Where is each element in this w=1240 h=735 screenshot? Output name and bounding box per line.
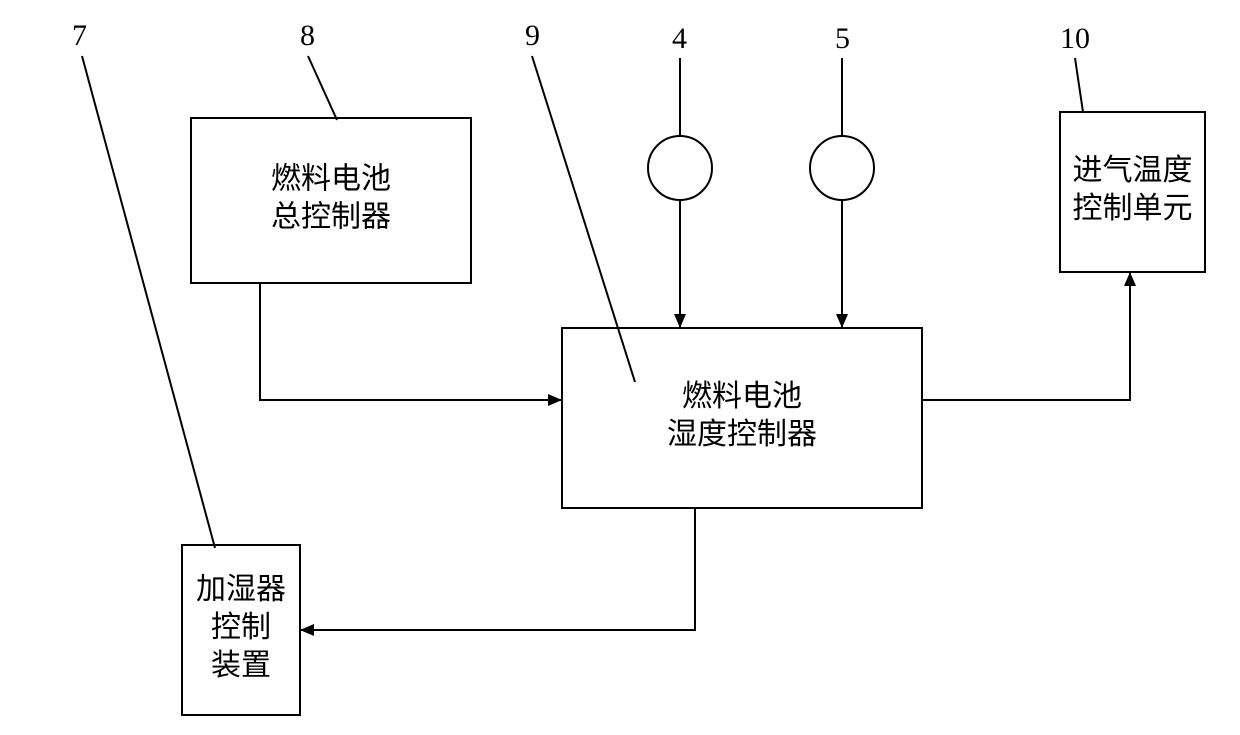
label-n9: 9	[525, 19, 540, 52]
box-b7-line-1: 控制	[211, 611, 271, 644]
diagram-canvas: 燃料电池总控制器燃料电池湿度控制器进气温度控制单元加湿器控制装置7894510	[0, 0, 1240, 735]
box-b10-line-1: 控制单元	[1073, 192, 1193, 225]
label-n10: 10	[1060, 22, 1090, 55]
label-n8: 8	[300, 19, 315, 52]
box-b8-line-1: 总控制器	[271, 200, 391, 233]
label-n5: 5	[835, 22, 850, 55]
box-b9-line-0: 燃料电池	[682, 380, 802, 413]
connector-e9_10	[922, 272, 1130, 400]
connector-e8_9	[260, 283, 562, 400]
leader-l10	[1075, 58, 1083, 112]
box-b7-line-2: 装置	[211, 649, 271, 682]
sensor-c4	[648, 136, 712, 200]
box-b7-line-0: 加湿器	[196, 573, 286, 606]
arrowhead	[674, 314, 686, 328]
sensor-c5	[810, 136, 874, 200]
arrowhead	[300, 624, 314, 636]
leader-l7	[82, 56, 215, 548]
box-b9-line-1: 湿度控制器	[667, 418, 817, 451]
arrowhead	[548, 394, 562, 406]
arrowhead	[1124, 272, 1136, 286]
box-b10-line-0: 进气温度	[1073, 154, 1193, 187]
leader-l9	[532, 56, 635, 382]
leader-l8	[308, 56, 337, 120]
label-n4: 4	[672, 22, 687, 55]
arrowhead	[836, 314, 848, 328]
connector-e9_7	[300, 508, 695, 630]
box-b8-line-0: 燃料电池	[271, 162, 391, 195]
label-n7: 7	[72, 19, 87, 52]
